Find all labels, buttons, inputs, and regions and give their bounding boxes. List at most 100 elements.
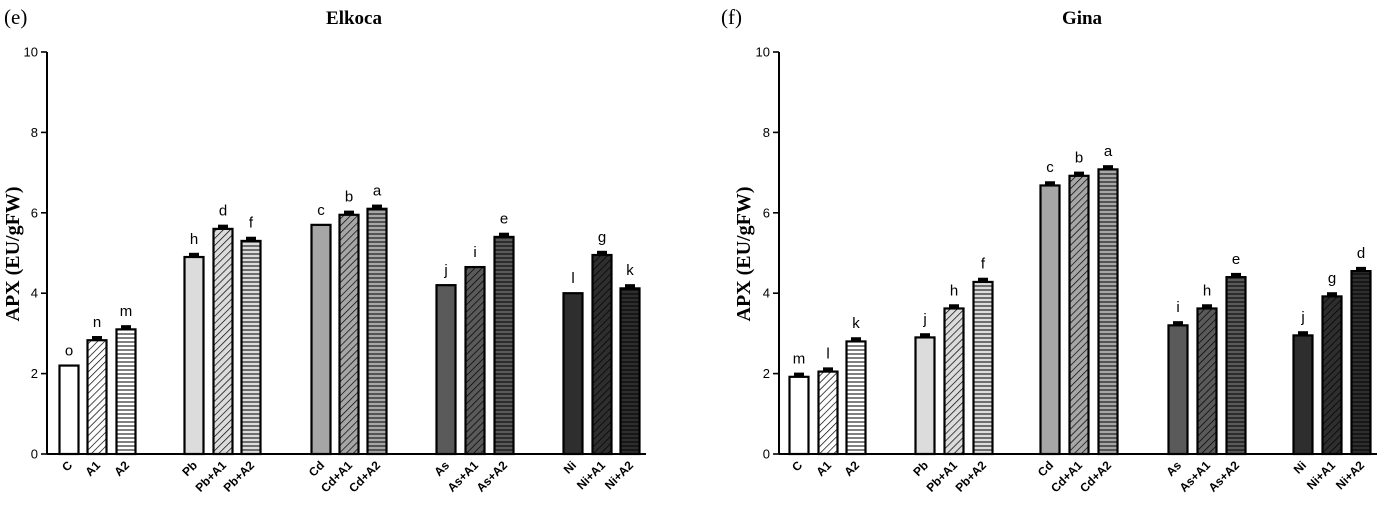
- significance-letter: l: [826, 345, 829, 362]
- error-bar: [1103, 165, 1113, 170]
- bar-hatch: [944, 308, 964, 454]
- y-tick-label: 2: [31, 366, 38, 381]
- significance-letter: i: [1176, 299, 1179, 316]
- bar-hatch: [1226, 277, 1246, 454]
- significance-letter: g: [1328, 270, 1336, 287]
- x-tick-label: Pb: [179, 458, 200, 479]
- bar: [436, 285, 456, 454]
- x-tick-label: Ni+A2: [602, 458, 636, 492]
- x-tick-label: C: [59, 458, 75, 474]
- x-tick-label: C: [789, 458, 805, 474]
- significance-letter: e: [500, 211, 508, 228]
- bar-hatch: [1197, 308, 1217, 454]
- x-tick-label: Ni+A2: [1333, 458, 1367, 492]
- x-tick-label: Ni+A1: [1304, 458, 1338, 492]
- error-bar: [625, 284, 635, 289]
- significance-letter: a: [373, 183, 382, 200]
- significance-letter: b: [1075, 150, 1083, 167]
- error-bar: [121, 325, 131, 330]
- y-tick-label: 4: [763, 286, 770, 301]
- bar-outline: [464, 265, 486, 456]
- significance-letter: j: [1300, 309, 1304, 326]
- panel-label: (e): [4, 5, 27, 29]
- x-tick-label: Pb+A2: [953, 458, 990, 495]
- bar-hatch: [213, 228, 233, 454]
- error-bar: [1327, 292, 1337, 297]
- significance-letter: b: [345, 189, 353, 206]
- error-bar: [499, 232, 509, 237]
- x-tick-label: Pb+A2: [221, 458, 258, 495]
- significance-letter: d: [1357, 245, 1365, 262]
- x-tick-label: Ni+A1: [574, 458, 608, 492]
- x-tick-label: Pb+A1: [924, 458, 961, 495]
- error-bar: [1298, 331, 1308, 336]
- significance-letter: j: [443, 262, 447, 279]
- significance-letter: m: [793, 351, 806, 368]
- error-bar: [851, 337, 861, 342]
- y-axis-label: APX (EU/gFW): [733, 187, 755, 322]
- bar-outline: [310, 223, 332, 456]
- x-tick-label: Cd+A2: [346, 458, 383, 495]
- y-tick-label: 8: [763, 125, 770, 140]
- error-bar: [1231, 272, 1241, 278]
- bar: [563, 293, 583, 454]
- error-bar: [597, 250, 607, 256]
- significance-letter: o: [65, 343, 73, 360]
- significance-letter: j: [922, 311, 926, 328]
- chart-title: Elkoca: [326, 8, 382, 29]
- bar-hatch: [241, 240, 261, 454]
- y-tick-label: 10: [24, 45, 38, 60]
- bar-outline: [58, 364, 80, 456]
- significance-letter: m: [120, 303, 133, 320]
- significance-letter: h: [1203, 282, 1211, 299]
- x-tick-label: As: [1163, 458, 1184, 479]
- bar: [1040, 185, 1060, 455]
- y-tick-label: 2: [763, 366, 770, 381]
- bar: [1168, 325, 1188, 454]
- significance-letter: h: [950, 282, 958, 299]
- significance-letter: f: [249, 215, 254, 232]
- significance-letter: e: [1232, 251, 1240, 268]
- y-tick-label: 0: [763, 447, 770, 462]
- bar-hatch: [87, 340, 107, 454]
- error-bar: [1045, 181, 1055, 186]
- bar: [311, 224, 331, 454]
- x-tick-label: A2: [111, 458, 132, 479]
- bar-hatch: [973, 281, 993, 454]
- error-bar: [794, 372, 804, 377]
- x-tick-label: A1: [813, 458, 834, 479]
- significance-letter: d: [219, 203, 227, 220]
- error-bar: [1173, 321, 1183, 326]
- bar: [1293, 335, 1313, 454]
- significance-letter: n: [93, 314, 101, 331]
- significance-letter: i: [473, 244, 476, 261]
- bar-hatch: [1322, 296, 1342, 454]
- x-tick-label: As+A1: [1177, 458, 1214, 495]
- y-tick-label: 4: [31, 286, 38, 301]
- bar-hatch: [592, 255, 612, 454]
- x-tick-label: Cd+A1: [1048, 458, 1085, 495]
- bar-outline: [562, 292, 584, 456]
- significance-letter: g: [598, 229, 606, 246]
- error-bar: [920, 333, 930, 338]
- x-tick-label: A2: [841, 458, 862, 479]
- x-tick-label: Cd+A2: [1077, 458, 1114, 495]
- bar-hatch: [339, 214, 359, 454]
- error-bar: [246, 236, 256, 241]
- bar: [184, 257, 204, 454]
- error-bar: [823, 367, 833, 372]
- x-tick-label: As+A2: [474, 458, 511, 495]
- error-bar: [189, 252, 199, 258]
- error-bar: [978, 277, 988, 282]
- x-tick-label: Pb: [910, 458, 931, 479]
- panel-gina: (f) Gina APX (EU/gFW) 0 2 4 6 8 10 m Cl A1 k A2 j Pb…: [721, 5, 1377, 495]
- bar-hatch: [367, 208, 387, 454]
- x-tick-label: A1: [82, 458, 103, 479]
- bar: [915, 337, 935, 454]
- panel-elkoca: (e) Elkoca APX (EU/gFW) 0 2 4 6 8 10 o Cn A1 m A2 h…: [2, 5, 646, 495]
- y-tick-label: 10: [756, 45, 770, 60]
- x-tick-label: Ni: [1291, 458, 1309, 476]
- error-bar: [949, 304, 959, 309]
- bar-hatch: [846, 341, 866, 454]
- significance-letter: l: [571, 270, 574, 287]
